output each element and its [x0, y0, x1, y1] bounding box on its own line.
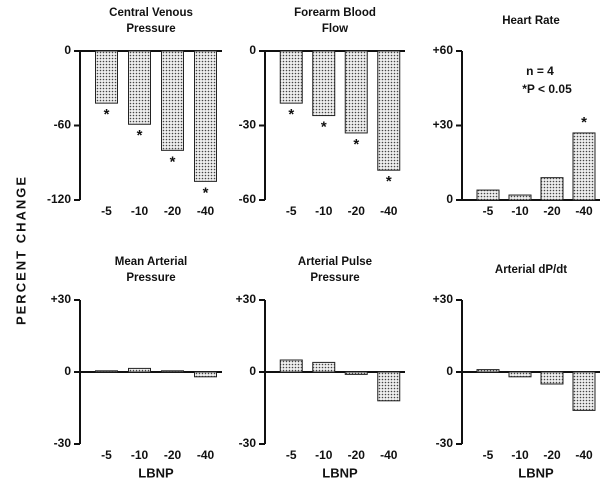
significance-mark: * [353, 136, 359, 153]
panel-title: Arterial Pulse [298, 256, 372, 268]
significance-mark: * [203, 184, 209, 201]
x-tick-label: -20 [164, 204, 182, 218]
bar [128, 367, 151, 373]
panel-title: Forearm Blood [294, 7, 376, 19]
x-tick-label: -5 [286, 448, 297, 462]
x-tick-label: -40 [380, 204, 398, 218]
bar [95, 370, 118, 373]
y-tick-label: +30 [433, 292, 454, 306]
panel-title: Heart Rate [502, 15, 560, 27]
bar [312, 361, 336, 373]
y-tick-label: -30 [54, 436, 72, 450]
panel-title: Central Venous [109, 7, 193, 19]
y-axis-label: PERCENT CHANGE [13, 175, 28, 325]
bar [312, 50, 336, 117]
bar [377, 371, 401, 402]
y-tick-label: +30 [51, 292, 72, 306]
bar [508, 194, 532, 201]
bar [540, 177, 564, 201]
bar [344, 371, 368, 375]
bar [279, 50, 303, 104]
panel-title: Arterial dP/dt [495, 264, 567, 276]
panel-title: Pressure [126, 23, 175, 35]
panel-title: Flow [322, 23, 348, 35]
bar [194, 371, 217, 378]
y-tick-label: 0 [249, 43, 256, 57]
y-tick-label: +30 [433, 118, 454, 132]
x-tick-label: -10 [131, 204, 149, 218]
bar [194, 50, 217, 182]
x-tick-label: -40 [197, 448, 215, 462]
x-tick-label: -40 [575, 204, 593, 218]
significance-mark: * [321, 119, 327, 136]
bar [95, 50, 118, 104]
y-tick-label: 0 [249, 364, 256, 378]
x-tick-label: -10 [315, 448, 333, 462]
y-tick-label: -60 [54, 118, 72, 132]
x-tick-label: -10 [511, 448, 529, 462]
significance-mark: * [137, 127, 143, 144]
y-tick-label: +30 [236, 292, 257, 306]
bar [161, 50, 184, 151]
significance-mark: * [170, 153, 176, 170]
note: *P < 0.05 [522, 82, 572, 96]
bar [377, 50, 401, 171]
x-tick-label: -40 [197, 204, 215, 218]
significance-mark: * [288, 106, 294, 123]
x-tick-label: -5 [101, 448, 112, 462]
y-tick-label: -30 [436, 436, 454, 450]
x-tick-label: -20 [164, 448, 182, 462]
bar [572, 132, 596, 201]
bar [476, 189, 500, 201]
panel-title: Pressure [310, 272, 359, 284]
significance-mark: * [104, 106, 110, 123]
bar [476, 369, 500, 373]
bar [161, 370, 184, 373]
x-tick-label: -20 [348, 204, 366, 218]
significance-mark: * [386, 173, 392, 190]
x-axis-label: LBNP [138, 465, 174, 480]
bar [279, 359, 303, 373]
x-tick-label: -5 [286, 204, 297, 218]
significance-mark: * [581, 114, 587, 131]
x-tick-label: -5 [483, 204, 494, 218]
x-tick-label: -10 [315, 204, 333, 218]
panel-title: Pressure [126, 272, 175, 284]
x-tick-label: -10 [511, 204, 529, 218]
x-tick-label: -20 [543, 204, 561, 218]
note: n = 4 [526, 64, 554, 78]
y-tick-label: 0 [446, 192, 453, 206]
x-tick-label: -40 [575, 448, 593, 462]
x-axis-label: LBNP [322, 465, 358, 480]
x-tick-label: -10 [131, 448, 149, 462]
y-tick-label: -30 [239, 436, 257, 450]
x-tick-label: -5 [101, 204, 112, 218]
x-tick-label: -20 [543, 448, 561, 462]
panel-title: Mean Arterial [115, 256, 187, 268]
y-tick-label: +60 [433, 43, 454, 57]
y-tick-label: 0 [64, 43, 71, 57]
y-tick-label: -60 [239, 192, 257, 206]
bar [344, 50, 368, 134]
x-tick-label: -5 [483, 448, 494, 462]
bar [572, 371, 596, 411]
bar [508, 371, 532, 378]
x-tick-label: -20 [348, 448, 366, 462]
y-tick-label: -30 [239, 118, 257, 132]
bar [540, 371, 564, 385]
x-tick-label: -40 [380, 448, 398, 462]
bar [128, 50, 151, 125]
y-tick-label: -120 [47, 192, 71, 206]
y-tick-label: 0 [64, 364, 71, 378]
x-axis-label: LBNP [518, 465, 554, 480]
y-tick-label: 0 [446, 364, 453, 378]
